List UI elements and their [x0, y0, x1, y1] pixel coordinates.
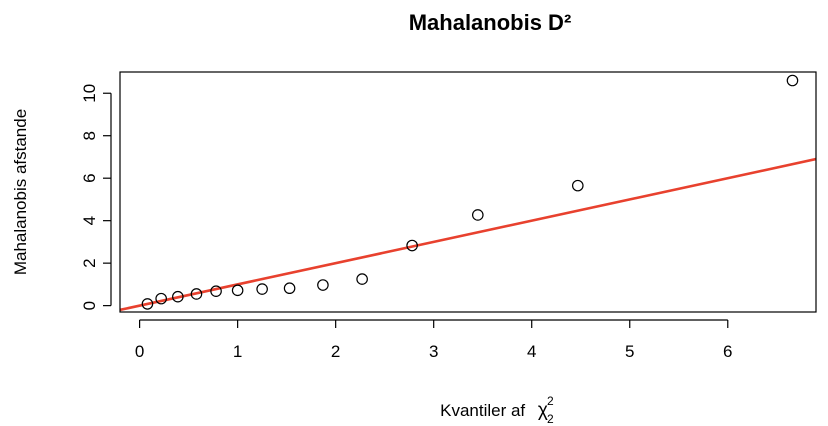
data-point — [356, 273, 368, 285]
data-point — [155, 292, 167, 305]
data-point — [172, 290, 184, 303]
x-axis-label-superscript: 2 — [547, 394, 554, 408]
data-point — [210, 285, 222, 297]
data-point — [317, 279, 329, 291]
x-axis-label-symbol: χ — [538, 400, 548, 421]
y-tick-label: 2 — [80, 258, 99, 267]
chart-title: Mahalanobis D² — [409, 10, 572, 35]
data-point — [141, 298, 154, 310]
data-point — [472, 209, 484, 221]
y-axis-label: Mahalanobis afstande — [11, 109, 30, 275]
reference-line — [120, 157, 816, 312]
x-axis-label-subscript: 2 — [547, 412, 554, 426]
x-tick-label: 2 — [331, 342, 340, 361]
data-point — [283, 282, 296, 295]
y-tick-label: 6 — [80, 173, 99, 182]
plot-frame — [119, 71, 817, 313]
data-point — [231, 284, 244, 297]
data-point — [786, 74, 799, 87]
x-tick-label: 0 — [135, 342, 144, 361]
x-tick-label: 4 — [527, 342, 536, 361]
data-point — [406, 239, 418, 252]
x-tick-label: 6 — [723, 342, 732, 361]
x-tick-label: 3 — [429, 342, 438, 361]
y-tick-label: 8 — [80, 131, 99, 140]
data-point — [571, 179, 584, 192]
y-tick-label: 0 — [80, 301, 99, 310]
data-point — [256, 283, 268, 295]
x-axis-label: Kvantiler af χ — [440, 400, 548, 421]
y-tick-label: 4 — [80, 216, 99, 225]
plot-area — [120, 74, 816, 312]
y-tick-label: 10 — [80, 84, 99, 103]
x-tick-label: 1 — [233, 342, 242, 361]
y-axis: 0 2 4 6 8 10 — [80, 84, 112, 310]
x-tick-label: 5 — [625, 342, 634, 361]
x-axis: 0 1 2 3 4 5 6 — [135, 319, 733, 361]
x-axis-label-text: Kvantiler af — [440, 401, 525, 420]
data-point — [190, 288, 203, 300]
